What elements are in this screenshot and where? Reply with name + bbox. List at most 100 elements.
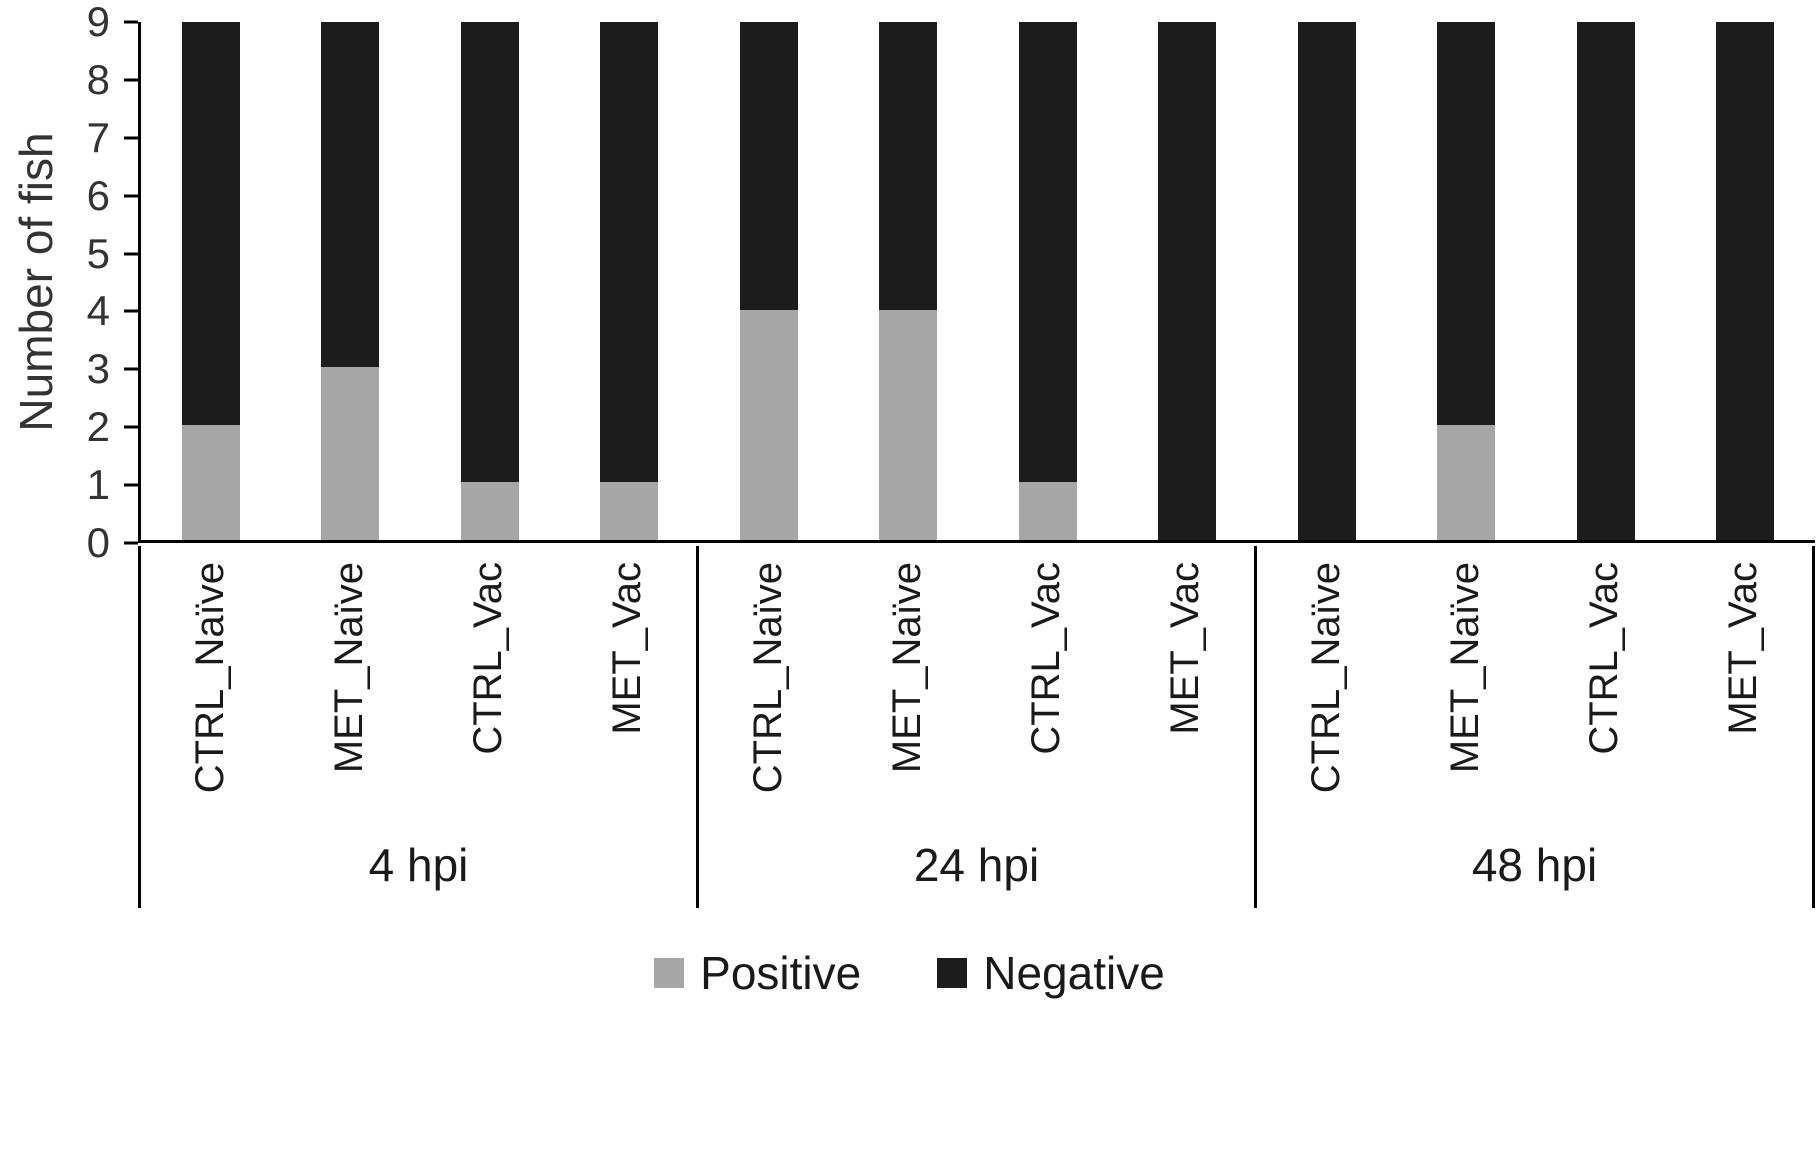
stacked-bar-CTRL_Naïve [1297,22,1356,540]
stacked-bar-CTRL_Naïve [181,22,240,540]
bar-segment-positive [460,482,519,540]
category-slot: MET_Vac [1115,546,1254,822]
category-label-row: CTRL_Naïve MET_Naïve CTRL_Vac MET_Vac [141,546,696,822]
y-tick-label: 1 [86,461,110,509]
y-tick-mark [124,252,138,256]
bar-slot [1118,22,1258,540]
y-axis: 0 1 2 3 4 5 6 7 8 9 [0,1,138,564]
category-label: MET_Vac [604,562,649,735]
y-tick-label: 5 [86,229,110,277]
bar-slot [141,22,281,540]
bar-group-48-hpi [1257,22,1815,540]
bar-segment-positive [879,309,938,540]
y-tick-label: 9 [86,0,110,45]
bar-segment-positive [321,367,380,540]
category-label: CTRL_Vac [1581,562,1626,755]
category-label: CTRL_Naïve [746,562,791,794]
y-tick-label: 8 [86,55,110,103]
bar-segment-positive [739,309,798,540]
category-label: CTRL_Vac [465,562,510,755]
x-axis-group-48-hpi: CTRL_Naïve MET_Naïve CTRL_Vac MET_Vac 48 hpi [1254,546,1815,908]
stacked-bar-MET_Naïve [321,22,380,540]
legend: Positive Negative [0,946,1819,1000]
stacked-bar-MET_Vac [600,22,659,540]
group-label: 24 hpi [913,839,1040,891]
stacked-bar-CTRL_Vac [460,22,519,540]
bar-group-24-hpi [699,22,1257,540]
category-slot: CTRL_Vac [419,546,558,822]
stacked-bar-MET_Vac [1158,22,1217,540]
bar-segment-negative [600,22,659,483]
bar-slot [281,22,421,540]
category-slot: MET_Naïve [280,546,419,822]
y-tick-mark [124,483,138,487]
y-tick-mark [124,541,138,545]
stacked-bar-MET_Naïve [1437,22,1496,540]
y-tick-mark [124,194,138,198]
bar-segment-negative [460,22,519,483]
bar-slot [1397,22,1537,540]
category-slot: CTRL_Naïve [141,546,280,822]
category-label: MET_Vac [1720,562,1765,735]
stacked-bar-MET_Vac [1716,22,1775,540]
legend-label: Positive [700,947,862,999]
plot-area [138,22,1815,543]
stacked-bar-MET_Naïve [879,22,938,540]
group-label: 4 hpi [368,839,469,891]
category-label: MET_Vac [1162,562,1207,735]
bar-slot [1676,22,1816,540]
legend-item-positive: Positive [654,946,861,1000]
category-slot: MET_Vac [557,546,696,822]
category-slot: CTRL_Naïve [699,546,838,822]
bar-segment-negative [321,22,380,368]
bar-group-4-hpi [141,22,699,540]
category-slot: MET_Vac [1673,546,1812,822]
y-tick-mark [124,309,138,313]
y-tick-label: 3 [86,345,110,393]
bar-slot [978,22,1118,540]
bar-segment-negative [1297,22,1356,540]
bar-segment-negative [1576,22,1635,540]
bar-segment-negative [1437,22,1496,425]
category-slot: MET_Naïve [838,546,977,822]
bar-slot [420,22,560,540]
category-slot: CTRL_Naïve [1257,546,1396,822]
category-label: CTRL_Naïve [1304,562,1349,794]
bar-segment-negative [1018,22,1077,483]
bar-segment-negative [181,22,240,425]
category-label: MET_Naïve [885,562,930,774]
bar-slot [839,22,979,540]
y-tick-label: 6 [86,171,110,219]
category-slot: CTRL_Vac [1535,546,1674,822]
bar-segment-positive [181,424,240,540]
y-tick-label: 2 [86,403,110,451]
category-label: MET_Naïve [327,562,372,774]
legend-item-negative: Negative [937,946,1165,1000]
legend-swatch-positive [654,958,685,988]
stacked-bar-CTRL_Naïve [739,22,798,540]
y-tick-label: 0 [86,519,110,566]
legend-label: Negative [983,947,1165,999]
bar-segment-negative [1158,22,1217,540]
bar-slot [560,22,700,540]
stacked-bar-CTRL_Vac [1576,22,1635,540]
bar-slot [1536,22,1676,540]
bar-segment-positive [1437,424,1496,540]
category-label: MET_Naïve [1443,562,1488,774]
x-axis-group-4-hpi: CTRL_Naïve MET_Naïve CTRL_Vac MET_Vac 4 hpi [138,546,696,908]
bar-segment-positive [1018,482,1077,540]
bar-segment-positive [600,482,659,540]
y-tick-mark [124,78,138,82]
bar-segment-negative [879,22,938,310]
category-label: CTRL_Naïve [188,562,233,794]
x-axis-group-24-hpi: CTRL_Naïve MET_Naïve CTRL_Vac MET_Vac 24 hpi [696,546,1254,908]
bar-segment-negative [1716,22,1775,540]
y-tick-label: 4 [86,287,110,335]
y-tick-mark [124,20,138,24]
category-label-row: CTRL_Naïve MET_Naïve CTRL_Vac MET_Vac [699,546,1254,822]
category-label: CTRL_Vac [1023,562,1068,755]
stacked-bar-CTRL_Vac [1018,22,1077,540]
x-axis: CTRL_Naïve MET_Naïve CTRL_Vac MET_Vac 4 hpi C… [138,546,1815,908]
legend-swatch-negative [937,958,968,988]
